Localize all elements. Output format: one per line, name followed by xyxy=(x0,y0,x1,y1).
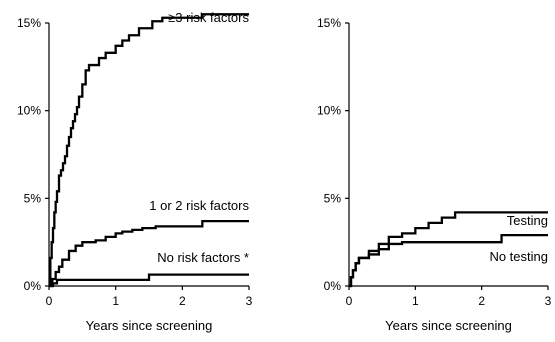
x-tick-label: 2 xyxy=(179,294,186,308)
x-tick-label: 1 xyxy=(412,294,419,308)
y-tick-label: 5% xyxy=(324,191,342,205)
series-line-1-or-2-risk-factors xyxy=(49,219,249,288)
y-tick-label: 15% xyxy=(17,16,41,30)
series-label-no-risk-factors: No risk factors * xyxy=(157,250,249,265)
series-label-testing: Testing xyxy=(507,213,548,228)
series-label-1-or-2-risk-factors: 1 or 2 risk factors xyxy=(149,198,249,213)
chart-right: 0% 5% 10% 15% 0 1 2 3 Years since screening Testi… xyxy=(317,16,552,333)
x-tick-label: 3 xyxy=(545,294,552,308)
y-tick-label: 10% xyxy=(17,104,41,118)
y-tick-label: 0% xyxy=(324,279,342,293)
x-tick-label: 2 xyxy=(478,294,485,308)
series-line-no-testing xyxy=(349,234,548,288)
x-axis-title: Years since screening xyxy=(86,318,213,333)
series-label-no-testing: No testing xyxy=(489,249,548,264)
x-tick-label: 0 xyxy=(346,294,353,308)
x-tick-label: 1 xyxy=(112,294,119,308)
x-tick-label: 3 xyxy=(246,294,253,308)
chart-left: 0% 5% 10% 15% 0 1 2 3 Years since screening ≥3 ri… xyxy=(17,10,253,333)
series-line-no-risk-factors xyxy=(49,273,249,288)
y-tick-label: 10% xyxy=(317,104,341,118)
y-tick-label: 5% xyxy=(24,191,42,205)
series-label-ge3-risk-factors: ≥3 risk factors xyxy=(168,10,249,25)
y-tick-label: 0% xyxy=(24,279,42,293)
x-axis-title: Years since screening xyxy=(385,318,512,333)
y-tick-label: 15% xyxy=(317,16,341,30)
x-tick-label: 0 xyxy=(46,294,53,308)
series-line-ge3-risk-factors xyxy=(49,13,249,288)
